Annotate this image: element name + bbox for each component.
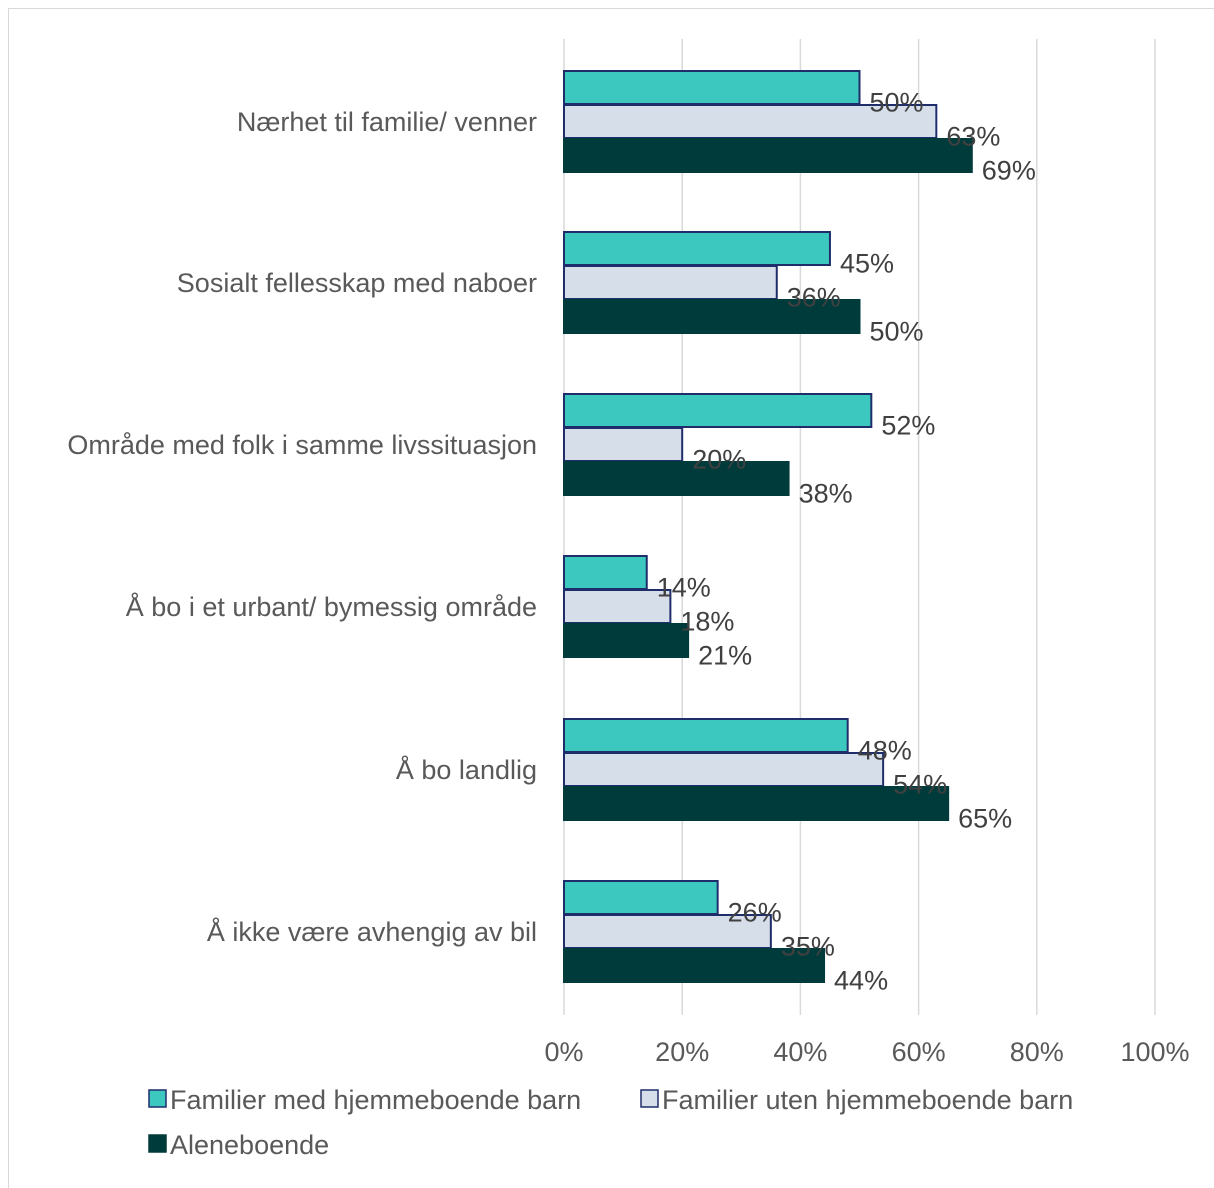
- data-label: 44%: [834, 966, 888, 996]
- bar: [563, 138, 973, 173]
- data-label: 63%: [946, 122, 1000, 152]
- data-label: 14%: [657, 573, 711, 603]
- data-label: 21%: [698, 641, 752, 671]
- bar: [563, 880, 719, 915]
- bar: [563, 70, 861, 105]
- data-label: 69%: [982, 156, 1036, 186]
- x-tick-label: 20%: [655, 1037, 709, 1067]
- category-label: Å bo landlig: [396, 754, 537, 785]
- bars: [563, 70, 973, 983]
- gridlines: [563, 39, 1156, 1015]
- category-label: Nærhet til familie/ venner: [237, 107, 537, 137]
- category-labels: Nærhet til familie/ venner Sosialt felles…: [67, 107, 537, 947]
- bar: [563, 786, 950, 821]
- legend: Familier med hjemmeboende barn Familier u…: [148, 1085, 1073, 1160]
- data-label: 35%: [781, 932, 835, 962]
- x-tick-label: 0%: [544, 1037, 583, 1067]
- data-label: 45%: [840, 249, 894, 279]
- data-label: 50%: [870, 317, 924, 347]
- data-label: 20%: [692, 445, 746, 475]
- data-label: 38%: [799, 479, 853, 509]
- legend-label: Aleneboende: [170, 1130, 329, 1160]
- data-label: 52%: [881, 411, 935, 441]
- data-label: 18%: [680, 607, 734, 637]
- bar: [563, 265, 778, 300]
- bar: [563, 718, 849, 753]
- x-tick-label: 100%: [1120, 1037, 1189, 1067]
- x-axis-tick-labels: 0% 20% 40% 60% 80% 100%: [544, 1037, 1189, 1067]
- bar: [563, 914, 772, 949]
- data-label: 26%: [728, 898, 782, 928]
- category-label: Å bo i et urbant/ bymessig område: [126, 591, 537, 622]
- bar: [563, 427, 684, 462]
- bar: [563, 555, 648, 590]
- data-label: 65%: [958, 804, 1012, 834]
- x-tick-label: 40%: [773, 1037, 827, 1067]
- bar: [563, 393, 873, 428]
- x-tick-label: 60%: [892, 1037, 946, 1067]
- x-tick-label: 80%: [1010, 1037, 1064, 1067]
- bar: [563, 299, 861, 334]
- bar: [563, 948, 826, 983]
- data-label: 36%: [787, 283, 841, 313]
- bar: [563, 231, 831, 266]
- legend-swatch: [148, 1134, 167, 1153]
- data-label: 54%: [893, 770, 947, 800]
- bar-chart: 50% 63% 69% 45% 36% 50% 52% 20% 38% 14% 18% 21% 48% 5…: [67, 39, 1190, 1160]
- bar: [563, 623, 690, 658]
- category-label: Å ikke være avhengig av bil: [207, 916, 537, 947]
- legend-swatch: [640, 1089, 659, 1108]
- data-labels: 50% 63% 69% 45% 36% 50% 52% 20% 38% 14% 18% 21% 48% 5…: [657, 88, 1036, 996]
- legend-swatch: [148, 1089, 167, 1108]
- bar: [563, 589, 672, 624]
- data-label: 50%: [870, 88, 924, 118]
- bar: [563, 461, 790, 496]
- category-label: Sosialt fellesskap med naboer: [177, 268, 537, 298]
- data-label: 48%: [858, 736, 912, 766]
- legend-label: Familier uten hjemmeboende barn: [662, 1085, 1073, 1115]
- bar: [563, 752, 885, 787]
- legend-label: Familier med hjemmeboende barn: [170, 1085, 581, 1115]
- category-label: Område med folk i samme livssituasjon: [67, 430, 537, 460]
- chart-frame: 50% 63% 69% 45% 36% 50% 52% 20% 38% 14% 18% 21% 48% 5…: [8, 8, 1214, 1188]
